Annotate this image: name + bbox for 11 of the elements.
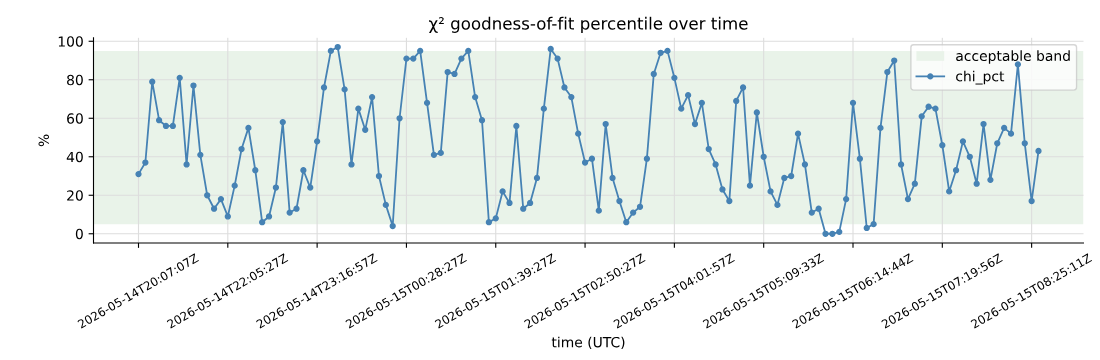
y-tick-label: 0	[75, 228, 83, 240]
y-tick-label: 40	[66, 151, 83, 163]
band-label: acceptable band	[956, 50, 1070, 64]
y-tick-label: 60	[67, 113, 83, 124]
legend-label: chi_pct	[956, 70, 1005, 85]
y-axis-title: %	[38, 134, 50, 147]
chart-title: χ² goodness-of-fit percentile over time	[429, 16, 748, 33]
y-tick-label: 20	[67, 190, 83, 201]
x-axis-title: time (UTC)	[551, 336, 625, 350]
y-tick-label: 80	[67, 74, 83, 86]
y-tick-label: 100	[58, 36, 83, 47]
